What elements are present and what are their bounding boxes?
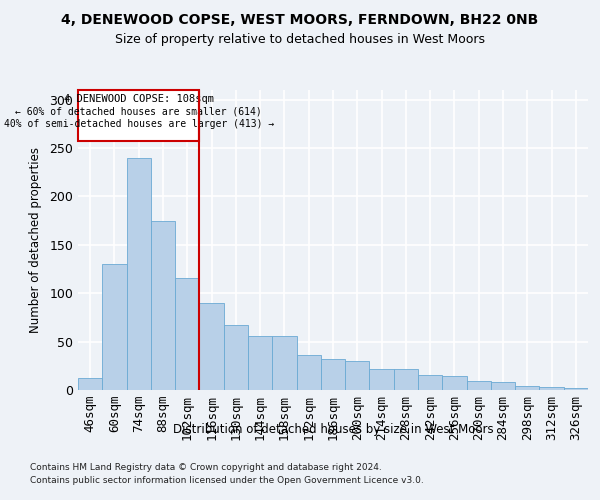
Bar xyxy=(467,382,491,390)
Bar xyxy=(102,264,127,390)
Text: Distribution of detached houses by size in West Moors: Distribution of detached houses by size … xyxy=(173,422,493,436)
Bar xyxy=(345,361,370,390)
Text: Contains public sector information licensed under the Open Government Licence v3: Contains public sector information licen… xyxy=(30,476,424,485)
Bar xyxy=(539,387,564,390)
FancyBboxPatch shape xyxy=(78,90,199,142)
Bar xyxy=(321,359,345,390)
Text: 4 DENEWOOD COPSE: 108sqm: 4 DENEWOOD COPSE: 108sqm xyxy=(64,94,214,104)
Bar xyxy=(418,374,442,390)
Bar xyxy=(272,336,296,390)
Bar xyxy=(564,388,588,390)
Bar xyxy=(175,278,199,390)
Bar xyxy=(442,376,467,390)
Bar xyxy=(515,386,539,390)
Bar xyxy=(199,303,224,390)
Bar xyxy=(394,368,418,390)
Text: 4, DENEWOOD COPSE, WEST MOORS, FERNDOWN, BH22 0NB: 4, DENEWOOD COPSE, WEST MOORS, FERNDOWN,… xyxy=(61,12,539,26)
Bar xyxy=(127,158,151,390)
Bar xyxy=(151,220,175,390)
Bar xyxy=(224,325,248,390)
Bar xyxy=(296,355,321,390)
Bar xyxy=(78,378,102,390)
Text: Size of property relative to detached houses in West Moors: Size of property relative to detached ho… xyxy=(115,32,485,46)
Text: Contains HM Land Registry data © Crown copyright and database right 2024.: Contains HM Land Registry data © Crown c… xyxy=(30,462,382,471)
Text: 40% of semi-detached houses are larger (413) →: 40% of semi-detached houses are larger (… xyxy=(4,119,274,129)
Text: ← 60% of detached houses are smaller (614): ← 60% of detached houses are smaller (61… xyxy=(16,106,262,117)
Bar xyxy=(370,368,394,390)
Bar xyxy=(491,382,515,390)
Y-axis label: Number of detached properties: Number of detached properties xyxy=(29,147,43,333)
Bar xyxy=(248,336,272,390)
